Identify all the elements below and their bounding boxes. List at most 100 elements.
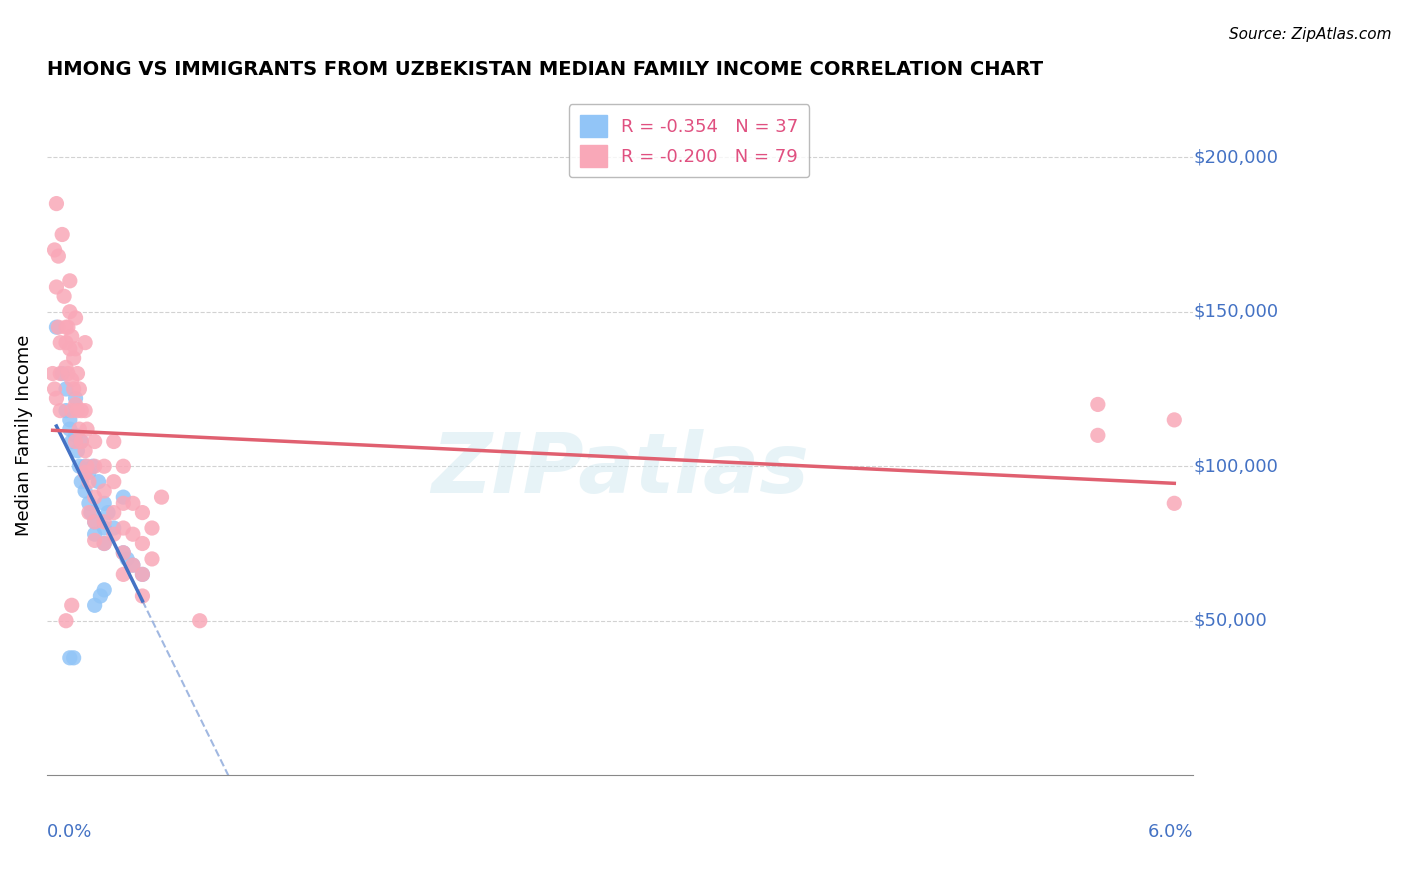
Immigrants from Uzbekistan [103, 506, 125, 520]
Immigrants from Uzbekistan [48, 320, 70, 334]
Y-axis label: Median Family Income: Median Family Income [15, 334, 32, 536]
Hmong [67, 459, 90, 474]
Immigrants from Uzbekistan [83, 459, 105, 474]
Immigrants from Uzbekistan [56, 320, 79, 334]
Text: 6.0%: 6.0% [1147, 822, 1194, 841]
Text: ZIPatlas: ZIPatlas [432, 429, 808, 510]
Hmong [60, 434, 83, 449]
Immigrants from Uzbekistan [131, 536, 153, 550]
Hmong [45, 320, 67, 334]
Hmong [75, 483, 97, 498]
Immigrants from Uzbekistan [112, 567, 135, 582]
Immigrants from Uzbekistan [83, 490, 105, 504]
Immigrants from Uzbekistan [1087, 428, 1109, 442]
Immigrants from Uzbekistan [44, 243, 66, 257]
Immigrants from Uzbekistan [60, 329, 83, 343]
Text: $50,000: $50,000 [1194, 612, 1267, 630]
Immigrants from Uzbekistan [77, 475, 100, 489]
Immigrants from Uzbekistan [60, 403, 83, 417]
Immigrants from Uzbekistan [141, 521, 163, 535]
Immigrants from Uzbekistan [83, 515, 105, 529]
Hmong [65, 391, 87, 405]
Immigrants from Uzbekistan [131, 567, 153, 582]
Immigrants from Uzbekistan [122, 558, 145, 573]
Hmong [55, 382, 77, 396]
Immigrants from Uzbekistan [59, 342, 82, 356]
Immigrants from Uzbekistan [51, 227, 73, 242]
Immigrants from Uzbekistan [59, 304, 82, 318]
Immigrants from Uzbekistan [1087, 397, 1109, 411]
Hmong [77, 466, 100, 480]
Hmong [70, 434, 93, 449]
Immigrants from Uzbekistan [70, 403, 93, 417]
Hmong [66, 443, 89, 458]
Text: Source: ZipAtlas.com: Source: ZipAtlas.com [1229, 27, 1392, 42]
Immigrants from Uzbekistan [112, 496, 135, 510]
Immigrants from Uzbekistan [93, 459, 115, 474]
Immigrants from Uzbekistan [75, 335, 97, 350]
Immigrants from Uzbekistan [131, 506, 153, 520]
Immigrants from Uzbekistan [112, 521, 135, 535]
Immigrants from Uzbekistan [66, 367, 89, 381]
Immigrants from Uzbekistan [45, 280, 67, 294]
Immigrants from Uzbekistan [66, 403, 89, 417]
Immigrants from Uzbekistan [75, 443, 97, 458]
Immigrants from Uzbekistan [55, 614, 77, 628]
Legend: R = -0.354   N = 37, R = -0.200   N = 79: R = -0.354 N = 37, R = -0.200 N = 79 [568, 104, 810, 178]
Immigrants from Uzbekistan [83, 434, 105, 449]
Immigrants from Uzbekistan [53, 289, 76, 303]
Immigrants from Uzbekistan [60, 599, 83, 613]
Immigrants from Uzbekistan [55, 360, 77, 375]
Immigrants from Uzbekistan [103, 434, 125, 449]
Immigrants from Uzbekistan [131, 589, 153, 603]
Immigrants from Uzbekistan [70, 434, 93, 449]
Immigrants from Uzbekistan [65, 397, 87, 411]
Hmong [59, 413, 82, 427]
Immigrants from Uzbekistan [112, 546, 135, 560]
Hmong [87, 475, 110, 489]
Hmong [103, 521, 125, 535]
Hmong [62, 650, 84, 665]
Immigrants from Uzbekistan [93, 515, 115, 529]
Hmong [77, 496, 100, 510]
Immigrants from Uzbekistan [56, 367, 79, 381]
Immigrants from Uzbekistan [48, 249, 70, 263]
Text: $200,000: $200,000 [1194, 148, 1278, 166]
Hmong [93, 536, 115, 550]
Immigrants from Uzbekistan [76, 422, 98, 436]
Immigrants from Uzbekistan [55, 335, 77, 350]
Hmong [83, 599, 105, 613]
Immigrants from Uzbekistan [65, 342, 87, 356]
Hmong [83, 515, 105, 529]
Text: $150,000: $150,000 [1194, 302, 1278, 321]
Immigrants from Uzbekistan [122, 527, 145, 541]
Immigrants from Uzbekistan [55, 320, 77, 334]
Hmong [55, 403, 77, 417]
Hmong [59, 650, 82, 665]
Immigrants from Uzbekistan [49, 335, 72, 350]
Text: $100,000: $100,000 [1194, 458, 1278, 475]
Hmong [70, 475, 93, 489]
Immigrants from Uzbekistan [188, 614, 211, 628]
Hmong [82, 459, 104, 474]
Hmong [97, 506, 120, 520]
Immigrants from Uzbekistan [1163, 496, 1185, 510]
Immigrants from Uzbekistan [75, 403, 97, 417]
Hmong [75, 459, 97, 474]
Immigrants from Uzbekistan [41, 367, 63, 381]
Immigrants from Uzbekistan [62, 351, 84, 365]
Hmong [131, 567, 153, 582]
Hmong [80, 506, 103, 520]
Hmong [112, 546, 135, 560]
Hmong [115, 552, 138, 566]
Hmong [65, 428, 87, 442]
Immigrants from Uzbekistan [65, 310, 87, 325]
Immigrants from Uzbekistan [60, 373, 83, 387]
Immigrants from Uzbekistan [44, 382, 66, 396]
Hmong [83, 527, 105, 541]
Immigrants from Uzbekistan [49, 403, 72, 417]
Hmong [89, 589, 111, 603]
Immigrants from Uzbekistan [141, 552, 163, 566]
Immigrants from Uzbekistan [77, 506, 100, 520]
Immigrants from Uzbekistan [150, 490, 173, 504]
